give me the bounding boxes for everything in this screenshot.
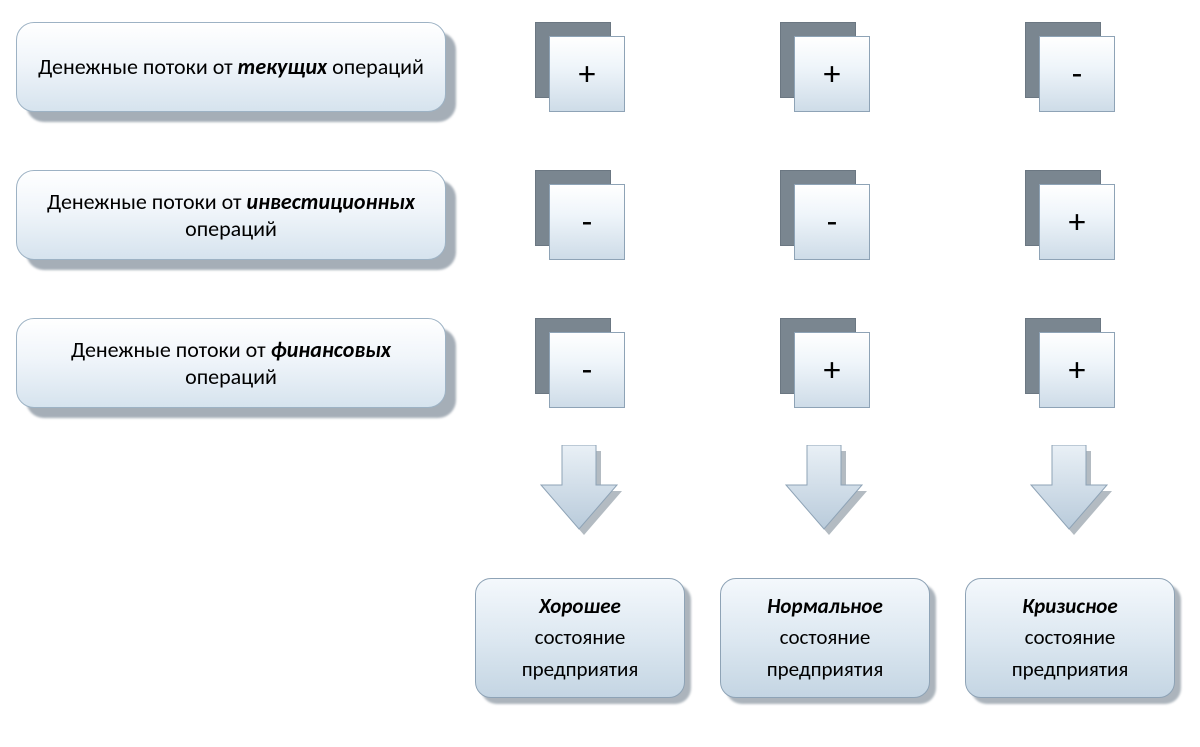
row-label-pre: Денежные потоки от xyxy=(71,336,271,363)
diagram-stage: Денежные потоки от текущих операций Дене… xyxy=(0,0,1200,747)
sign-cell: - xyxy=(535,318,623,406)
row-label-1: Денежные потоки от инвестиционных операц… xyxy=(16,170,446,260)
arrow-down-icon xyxy=(779,445,869,540)
sign-value: + xyxy=(1039,332,1115,408)
row-label-pre: Денежные потоки от xyxy=(47,188,247,215)
sign-value: + xyxy=(1039,184,1115,260)
sign-value: + xyxy=(549,36,625,112)
result-box-2: Кризисное состояние предприятия xyxy=(965,578,1175,698)
result-line3: предприятия xyxy=(1012,654,1129,686)
row-label-2: Денежные потоки от финансовых операций xyxy=(16,318,446,408)
row-label-post: операций xyxy=(185,363,277,390)
sign-value: - xyxy=(1039,36,1115,112)
row-label-post: операций xyxy=(185,215,277,242)
sign-cell: + xyxy=(1025,170,1113,258)
sign-value: + xyxy=(794,36,870,112)
row-label-em: финансовых xyxy=(271,336,391,363)
result-box-1: Нормальное состояние предприятия xyxy=(720,578,930,698)
sign-cell: + xyxy=(535,22,623,110)
sign-cell: - xyxy=(535,170,623,258)
result-line2: состояние xyxy=(1025,622,1116,654)
arrow-down-icon xyxy=(1024,445,1114,540)
arrow-down-icon xyxy=(534,445,624,540)
row-label-0: Денежные потоки от текущих операций xyxy=(16,22,446,112)
result-em: Кризисное xyxy=(1022,591,1117,623)
row-label-em: инвестиционных xyxy=(247,188,415,215)
result-line3: предприятия xyxy=(522,654,639,686)
result-line2: состояние xyxy=(780,622,871,654)
sign-cell: + xyxy=(780,318,868,406)
result-line3: предприятия xyxy=(767,654,884,686)
result-line2: состояние xyxy=(535,622,626,654)
sign-cell: - xyxy=(780,170,868,258)
sign-value: - xyxy=(794,184,870,260)
result-box-0: Хорошее состояние предприятия xyxy=(475,578,685,698)
sign-value: - xyxy=(549,332,625,408)
sign-cell: + xyxy=(780,22,868,110)
row-label-pre: Денежные потоки от xyxy=(38,53,238,80)
sign-cell: - xyxy=(1025,22,1113,110)
sign-value: - xyxy=(549,184,625,260)
result-em: Нормальное xyxy=(767,591,883,623)
sign-cell: + xyxy=(1025,318,1113,406)
result-em: Хорошее xyxy=(539,591,621,623)
row-label-post: операций xyxy=(327,53,424,80)
sign-value: + xyxy=(794,332,870,408)
row-label-em: текущих xyxy=(238,53,328,80)
